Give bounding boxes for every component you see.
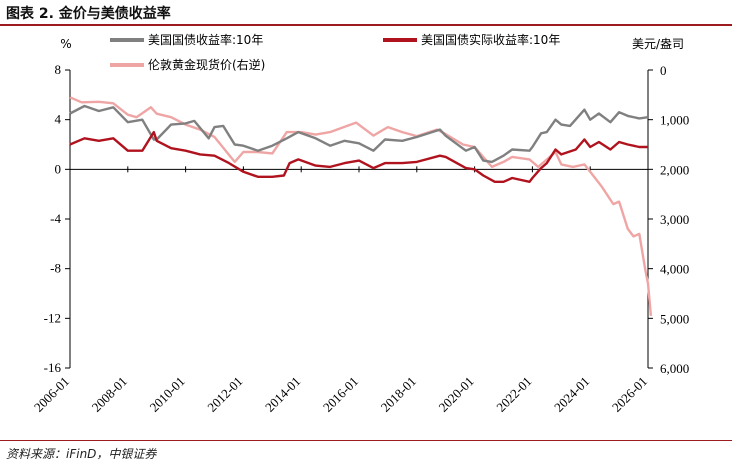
- left-tick-label: 4: [55, 112, 62, 127]
- footer-rule: [0, 440, 732, 441]
- gold-price-line: [69, 96, 653, 317]
- right-tick-label: 0: [660, 63, 667, 78]
- figure-title: 图表 2. 金价与美债收益率: [6, 6, 171, 22]
- legend-nominal-label: 美国国债收益率:10年: [148, 32, 263, 47]
- figure-header: 图表 2. 金价与美债收益率: [0, 0, 732, 26]
- real-yield-line: [69, 130, 648, 183]
- right-tick-label: 2,000: [660, 162, 689, 177]
- x-tick-label: 2016-01: [320, 374, 361, 415]
- legend-real-label: 美国国债实际收益率:10年: [421, 32, 560, 47]
- x-tick-label: 2026-01: [609, 374, 650, 415]
- right-tick-label: 5,000: [660, 311, 689, 326]
- header-rule: [0, 24, 732, 26]
- left-tick-label: -16: [44, 360, 62, 375]
- x-tick-label: 2014-01: [262, 374, 303, 415]
- left-tick-label: -4: [50, 211, 61, 226]
- x-tick-label: 2006-01: [31, 374, 72, 415]
- x-tick-label: 2018-01: [378, 374, 419, 415]
- right-tick-label: 6,000: [660, 361, 689, 376]
- source-note: 资料来源：iFinD，中银证券: [6, 447, 157, 461]
- right-tick-label: 4,000: [660, 262, 689, 277]
- x-tick-label: 2010-01: [146, 374, 187, 415]
- x-tick-label: 2008-01: [89, 374, 130, 415]
- left-tick-label: -8: [50, 261, 61, 276]
- x-tick-label: 2022-01: [493, 374, 534, 415]
- left-unit-label: %: [60, 37, 71, 51]
- x-tick-label: 2012-01: [204, 374, 245, 415]
- nominal-yield-line: [69, 104, 649, 164]
- right-unit-label: 美元/盎司: [632, 37, 684, 51]
- left-tick-label: -12: [44, 310, 61, 325]
- left-tick-label: 0: [55, 161, 62, 176]
- x-tick-label: 2020-01: [435, 374, 476, 415]
- legend-gold-label: 伦敦黄金现货价(右逆): [148, 57, 265, 72]
- left-tick-label: 8: [55, 62, 62, 77]
- right-tick-label: 3,000: [660, 212, 689, 227]
- x-tick-label: 2024-01: [551, 374, 592, 415]
- right-tick-label: 1,000: [660, 113, 689, 128]
- gold-vs-treasury-chart: 8 4 0 -4 -8 -12 -16 0 1,000 2,000 3,000 4,000 5,000 6…: [31, 32, 689, 415]
